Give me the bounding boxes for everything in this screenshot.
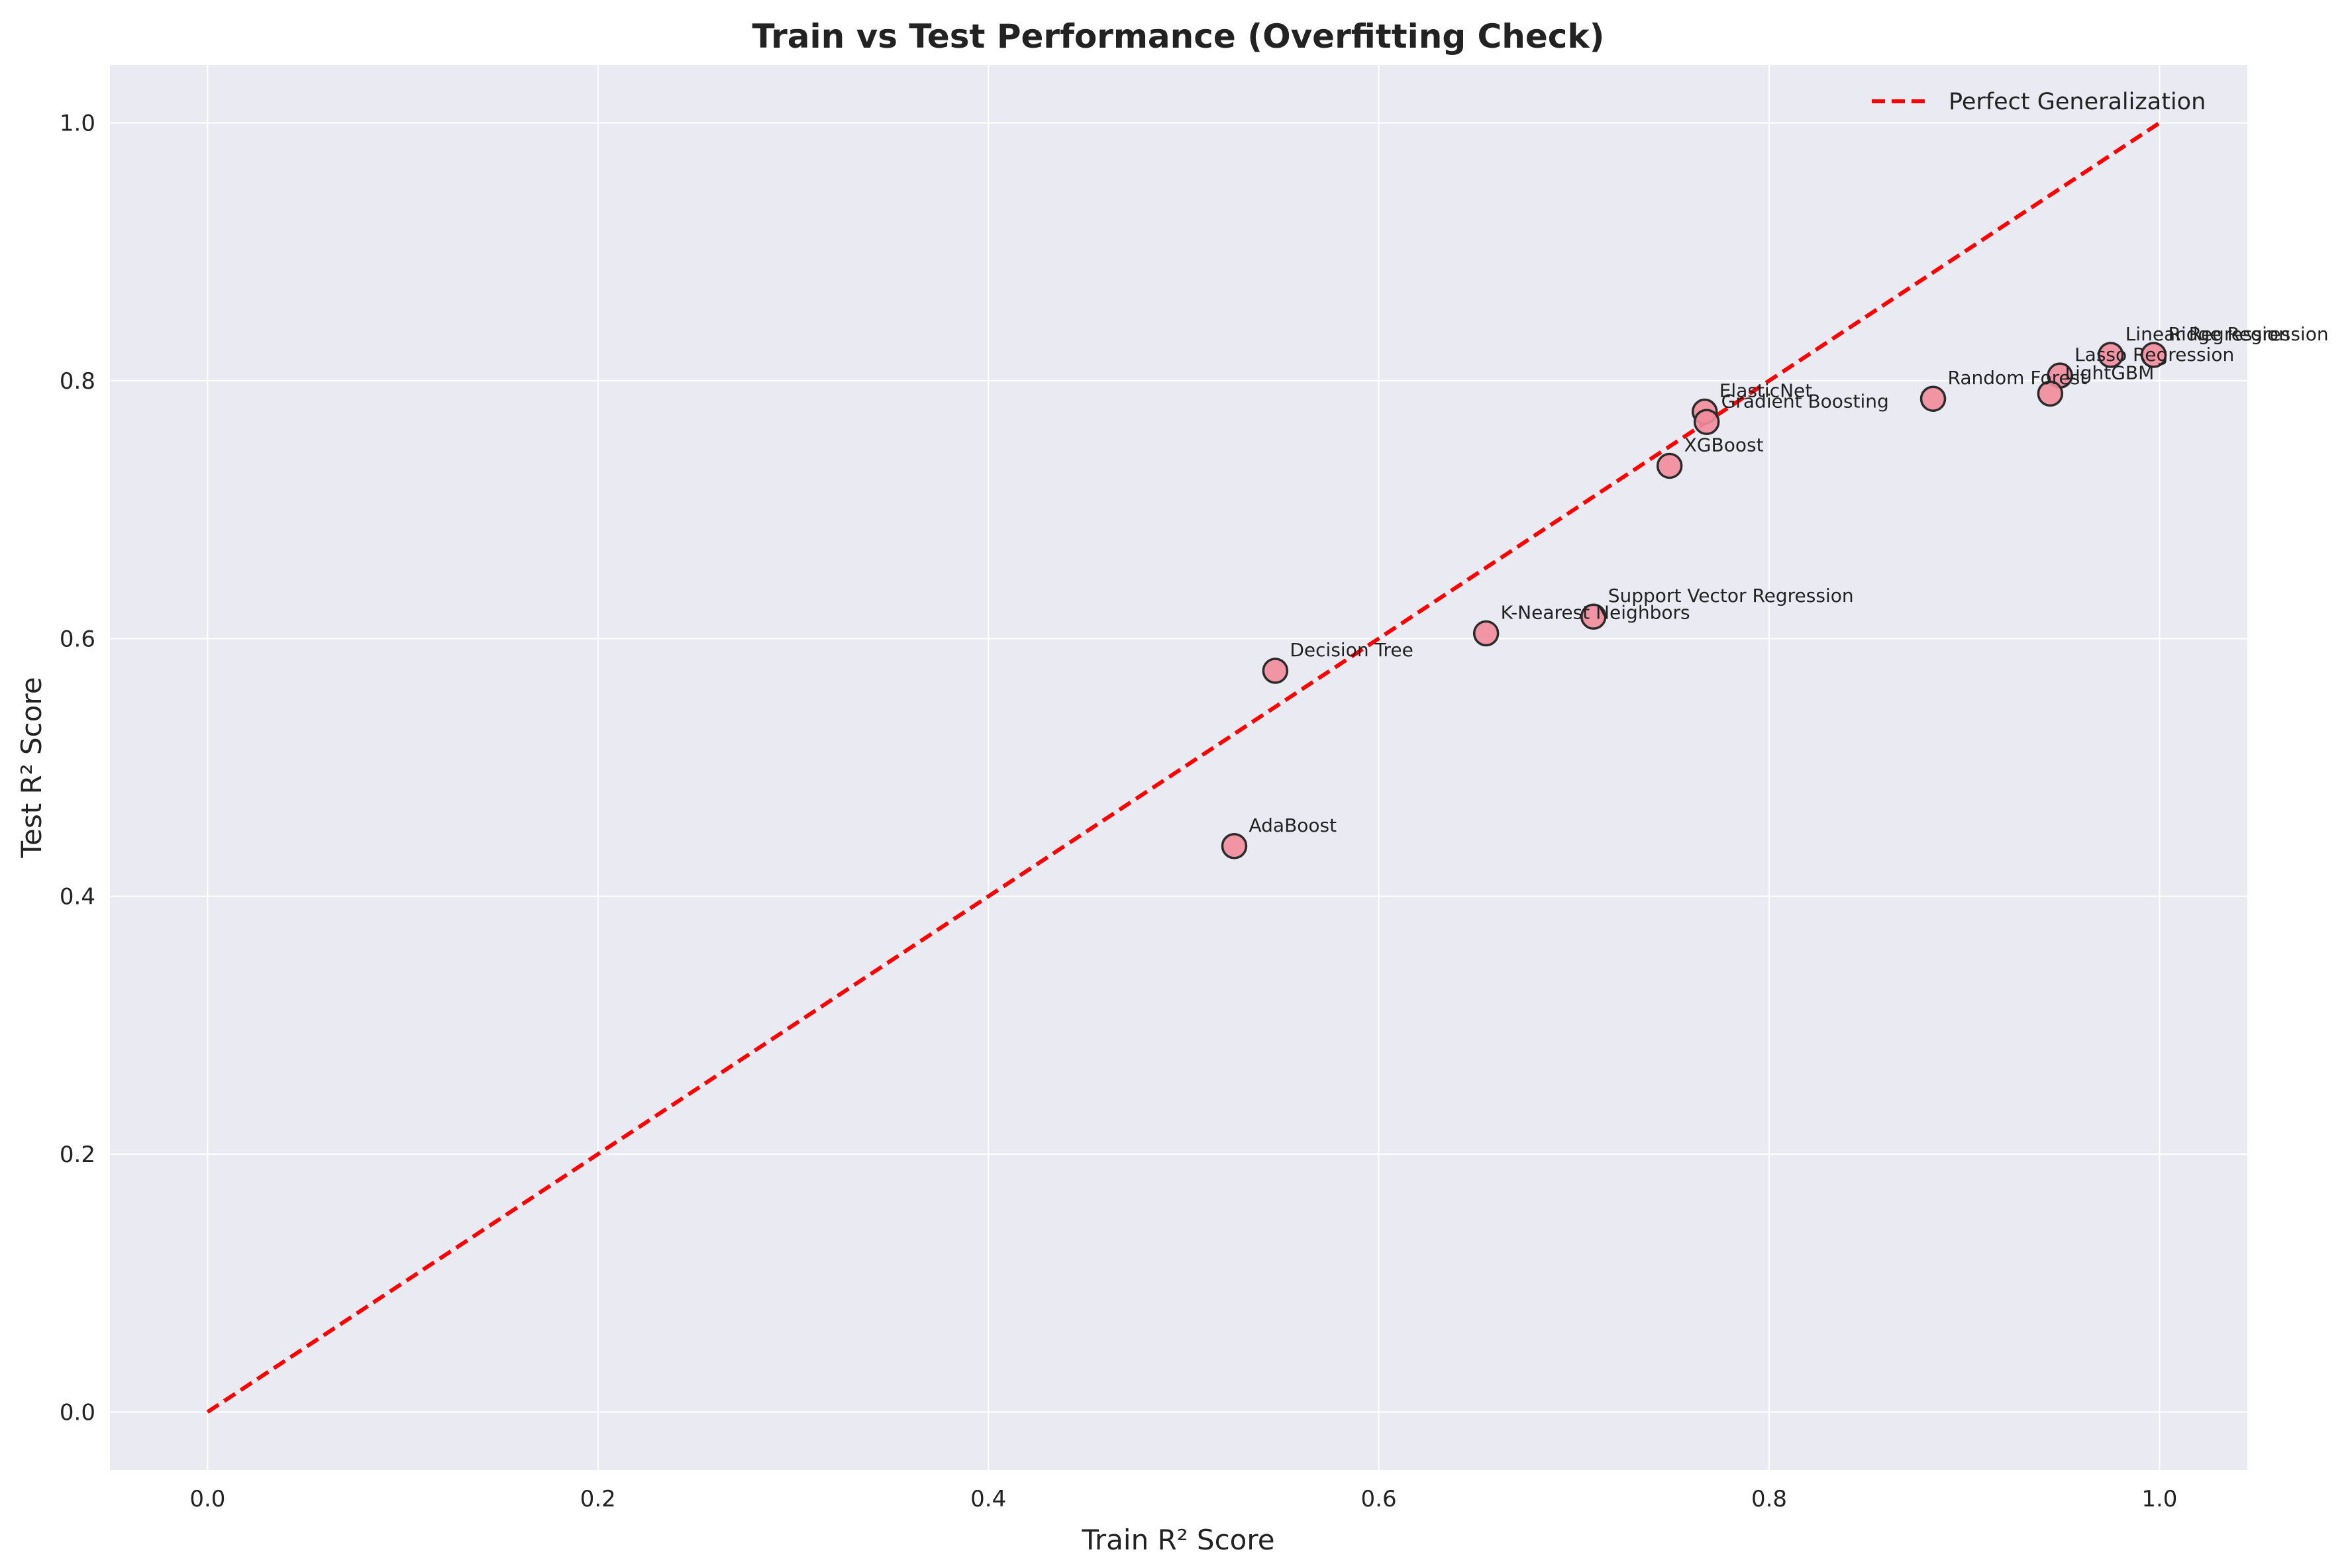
chart-title: Train vs Test Performance (Overfitting C…: [752, 17, 1605, 56]
data-point: [1693, 409, 1720, 436]
data-points: [1221, 342, 2167, 859]
point-label: Random Forest: [1948, 367, 2088, 389]
point-label: ElasticNet: [1719, 380, 1813, 402]
point-label: Gradient Boosting: [1721, 390, 1889, 412]
legend-entry-label: Perfect Generalization: [1949, 89, 2206, 115]
point-label: Linear Regression: [2125, 323, 2290, 345]
y-tick-label: 0.4: [60, 884, 95, 910]
y-tick-label: 0.6: [60, 626, 95, 652]
y-tick-label: 0.2: [60, 1142, 95, 1168]
data-point: [1580, 603, 1607, 630]
y-axis-label: Test R² Score: [15, 677, 48, 858]
data-point: [1472, 620, 1500, 647]
y-tick-label: 1.0: [60, 111, 95, 137]
x-tick-label: 0.8: [1751, 1486, 1787, 1512]
point-label: LightGBM: [2065, 362, 2154, 383]
x-tick-label: 0.0: [189, 1486, 225, 1512]
reference-line-layer: [206, 121, 2161, 1414]
x-tick-label: 0.6: [1361, 1486, 1397, 1512]
data-point: [1919, 385, 1947, 412]
x-axis-label: Train R² Score: [1081, 1524, 1274, 1556]
data-point: [2140, 342, 2167, 368]
x-tick-label: 0.2: [580, 1486, 616, 1512]
point-label: Decision Tree: [1290, 639, 1413, 661]
data-point: [2097, 342, 2124, 368]
data-point: [1262, 658, 1289, 684]
y-axis-ticks: 0.0 0.2 0.4 0.6 0.8 1.0: [60, 111, 95, 1426]
x-tick-label: 1.0: [2141, 1486, 2177, 1512]
point-label: AdaBoost: [1249, 814, 1337, 836]
data-point: [2037, 380, 2064, 407]
perfect-generalization-line: [206, 121, 2161, 1414]
data-point: [1656, 452, 1683, 479]
point-label: Ridge Regression: [2169, 323, 2329, 345]
point-label: Support Vector Regression: [1608, 585, 1854, 607]
data-point: [1221, 833, 1248, 859]
point-label: K-Nearest Neighbors: [1501, 602, 1690, 624]
y-tick-label: 0.8: [60, 368, 95, 395]
point-label: XGBoost: [1684, 434, 1764, 456]
plot-area: [110, 65, 2247, 1470]
grid-lines: [110, 65, 2247, 1470]
y-tick-label: 0.0: [60, 1399, 95, 1426]
x-axis-ticks: 0.0 0.2 0.4 0.6 0.8 1.0: [189, 1486, 2177, 1512]
x-tick-label: 0.4: [970, 1486, 1006, 1512]
legend: Perfect Generalization: [1872, 89, 2206, 115]
point-label: Lasso Regression: [2074, 344, 2234, 366]
